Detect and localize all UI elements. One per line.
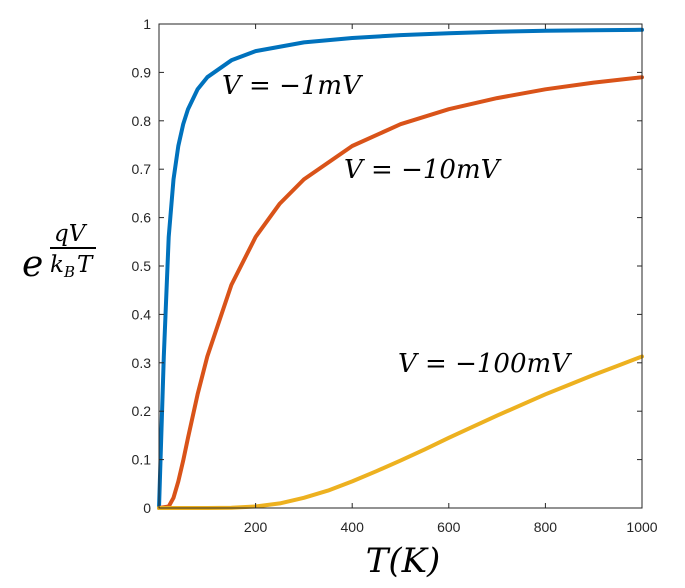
annotation-v-minus-1mv: V = −1mV	[222, 71, 363, 101]
ticks-layer: 0 0.1 0.2 0.3 0.4 0.5 0.6 0.7 0.8 0.9 1 200 400 600 80…	[132, 16, 658, 535]
y-tick-label: 0.6	[132, 210, 152, 226]
x-axis-label: T(K)	[366, 541, 441, 581]
y-tick-label: 0.5	[132, 258, 152, 274]
x-tick-label: 400	[341, 519, 365, 535]
y-tick-label: 0.8	[132, 113, 152, 129]
y-tick-label: 0	[143, 500, 151, 516]
y-label-denominator: kBT	[50, 252, 94, 281]
x-tick-label: 200	[244, 519, 268, 535]
y-tick-label: 0.2	[132, 403, 152, 419]
x-tick-label: 1000	[626, 519, 657, 535]
y-label-base: e	[22, 244, 43, 285]
x-tick-label: 600	[437, 519, 461, 535]
y-label-denominator-tail: T	[77, 252, 94, 278]
y-tick-label: 1	[143, 16, 151, 32]
x-tick-label: 800	[534, 519, 558, 535]
series-line-1	[157, 75, 644, 510]
y-tick-label: 0.9	[132, 64, 152, 80]
y-tick-label: 0.1	[132, 452, 152, 468]
y-label-denominator-main: k	[50, 252, 64, 278]
series-layer	[157, 27, 644, 510]
y-axis-label: e qV kBT	[22, 221, 96, 285]
y-label-denominator-sub: B	[63, 263, 75, 281]
annotation-v-minus-100mv: V = −100mV	[398, 349, 572, 379]
y-tick-label: 0.3	[132, 355, 152, 371]
series-line-0	[157, 27, 644, 510]
series-line-2	[157, 354, 644, 510]
y-tick-label: 0.4	[132, 306, 152, 322]
y-label-numerator: qV	[54, 221, 88, 247]
annotation-v-minus-10mv: V = −10mV	[344, 155, 502, 185]
y-tick-label: 0.7	[132, 161, 152, 177]
